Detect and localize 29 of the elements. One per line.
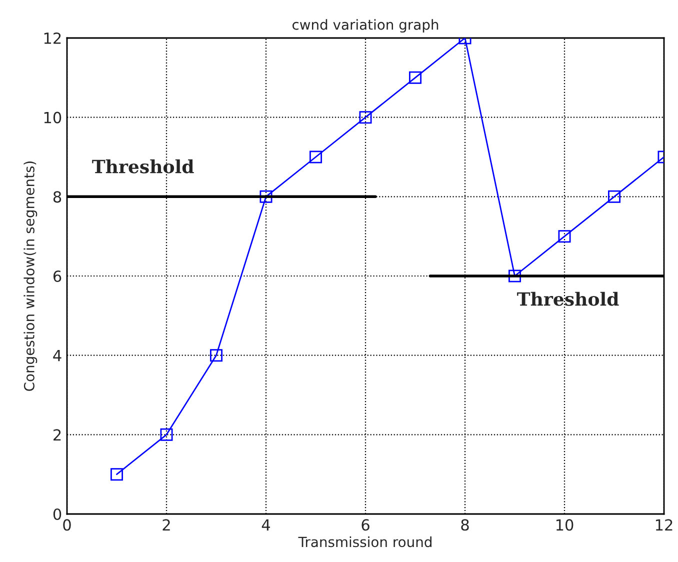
point bbox=[359, 111, 372, 124]
y-tick-label: 4 bbox=[53, 350, 62, 362]
x-axis-title: Transmission round bbox=[298, 536, 432, 548]
x-tick-label: 10 bbox=[556, 519, 574, 531]
point bbox=[210, 349, 222, 362]
y-tick-label: 2 bbox=[54, 429, 61, 440]
point bbox=[310, 150, 322, 164]
x-tick-label: 4 bbox=[262, 519, 270, 530]
x-tick-label: 0 bbox=[63, 519, 71, 531]
y-tick-label: 8 bbox=[53, 191, 62, 203]
y-tick-label: 10 bbox=[44, 112, 62, 124]
series-label: Threshold bbox=[517, 292, 619, 306]
x-tick-label: 12 bbox=[656, 519, 672, 530]
point bbox=[110, 468, 123, 481]
series-label: Threshold bbox=[92, 159, 194, 174]
point bbox=[260, 190, 272, 203]
y-tick-label: 6 bbox=[53, 270, 62, 282]
x-tick-label: 8 bbox=[461, 519, 469, 531]
point bbox=[608, 190, 620, 203]
y-tick-label: 0 bbox=[53, 508, 62, 520]
point bbox=[558, 230, 571, 243]
point bbox=[508, 270, 521, 282]
y-tick-label: 12 bbox=[44, 32, 61, 44]
x-tick-label: 2 bbox=[162, 519, 170, 530]
y-axis-title: Congestion window(in segments) bbox=[24, 162, 38, 391]
chart-title: cwnd variation graph bbox=[292, 19, 438, 33]
point bbox=[160, 428, 173, 441]
point bbox=[409, 71, 422, 84]
x-tick-label: 6 bbox=[362, 519, 370, 531]
